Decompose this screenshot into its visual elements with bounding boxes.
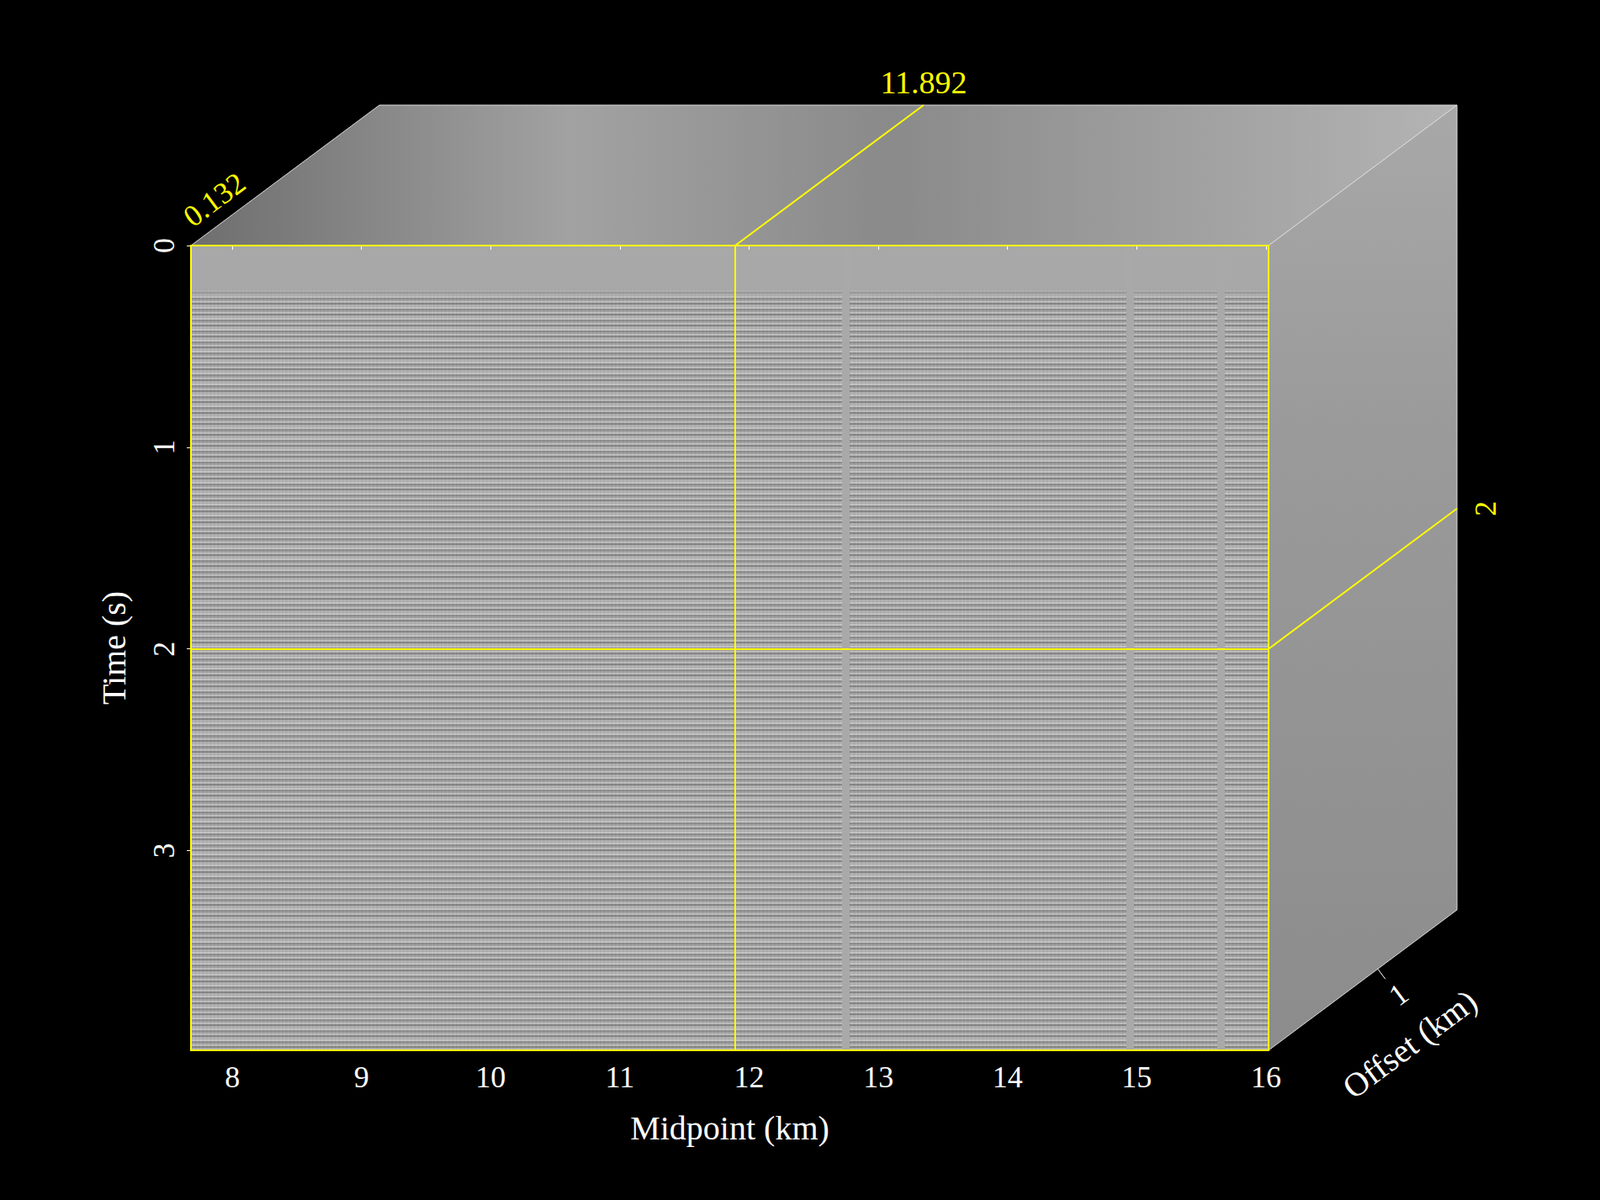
svg-text:10: 10 [475, 1060, 506, 1095]
svg-text:15: 15 [1121, 1060, 1152, 1095]
svg-text:13: 13 [863, 1060, 894, 1095]
svg-text:Offset (km): Offset (km) [1335, 982, 1485, 1108]
svg-text:11: 11 [605, 1060, 636, 1095]
svg-text:8: 8 [224, 1060, 240, 1095]
svg-text:Time (s): Time (s) [95, 591, 133, 705]
svg-text:3: 3 [147, 843, 181, 859]
svg-text:11.892: 11.892 [879, 64, 967, 101]
svg-text:2: 2 [147, 641, 181, 657]
svg-text:0.132: 0.132 [176, 165, 252, 234]
svg-text:1: 1 [147, 439, 181, 456]
svg-text:14: 14 [992, 1060, 1023, 1095]
svg-text:9: 9 [354, 1060, 370, 1095]
svg-text:Midpoint (km): Midpoint (km) [630, 1109, 830, 1148]
svg-text:1: 1 [1382, 976, 1415, 1013]
svg-text:0: 0 [147, 238, 181, 254]
svg-text:12: 12 [734, 1060, 765, 1095]
svg-text:2: 2 [1468, 501, 1503, 517]
svg-text:16: 16 [1250, 1060, 1282, 1095]
